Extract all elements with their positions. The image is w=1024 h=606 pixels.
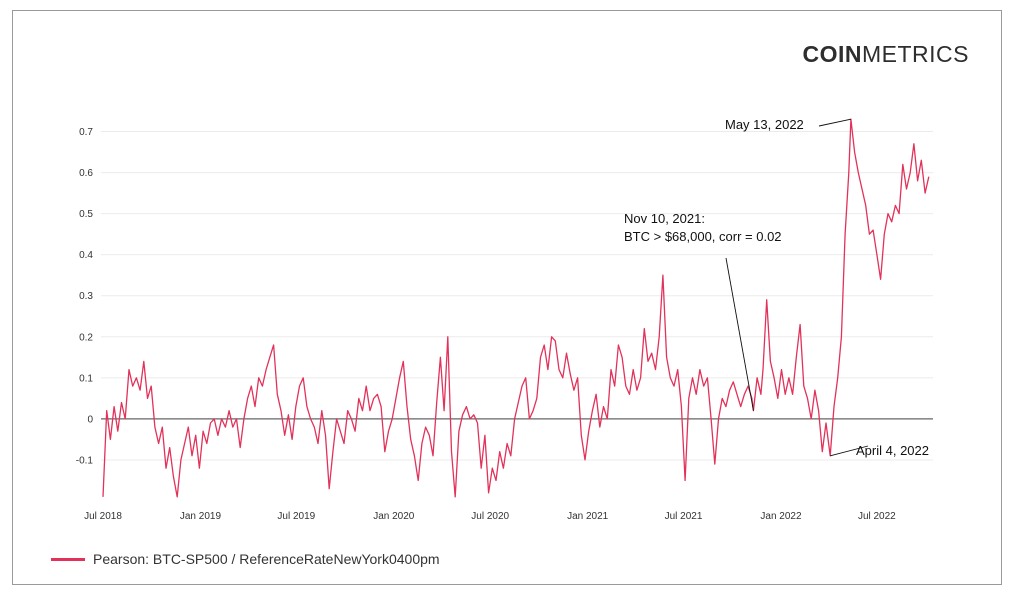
y-tick-label: 0.2 [79, 332, 93, 343]
logo-metrics-text: METRICS [862, 41, 969, 67]
series-layer [102, 118, 930, 498]
x-tick-label: Jul 2018 [84, 511, 122, 522]
x-tick-label: Jan 2021 [567, 511, 609, 522]
x-tick-label: Jul 2021 [665, 511, 703, 522]
y-tick-label: -0.1 [76, 455, 94, 466]
line-chart: -0.1 0 0.1 0.2 0.3 0.4 0.5 0.6 0.7 Jul 2018 Jan 2… [76, 117, 933, 522]
logo-coin-text: COIN [802, 41, 862, 67]
annotation-text: April 4, 2022 [856, 443, 929, 458]
annotation-text: May 13, 2022 [725, 117, 804, 132]
x-tick-label: Jul 2020 [471, 511, 509, 522]
y-tick-label: 0.6 [79, 168, 93, 179]
x-tick-label: Jul 2022 [858, 511, 896, 522]
x-tick-label: Jan 2019 [180, 511, 222, 522]
annotation-leader [830, 445, 869, 457]
x-tick-label: Jan 2020 [373, 511, 415, 522]
series-line[interactable] [102, 118, 930, 498]
annotation: Nov 10, 2021: BTC > $68,000, corr = 0.02 [624, 211, 782, 411]
annotation-text: Nov 10, 2021: [624, 211, 705, 226]
y-tick-label: 0.4 [79, 250, 93, 261]
x-tick-label: Jan 2022 [760, 511, 802, 522]
annotations: May 13, 2022 Nov 10, 2021: BTC > $68,000, … [624, 117, 929, 458]
legend-label: Pearson: BTC-SP500 / ReferenceRateNewYor… [93, 551, 440, 567]
y-tick-label: 0.3 [79, 291, 93, 302]
annotation: April 4, 2022 [830, 443, 929, 458]
y-tick-label: 0.1 [79, 373, 93, 384]
legend[interactable]: Pearson: BTC-SP500 / ReferenceRateNewYor… [51, 551, 440, 567]
legend-swatch [51, 557, 85, 561]
y-tick-label: 0.5 [79, 209, 93, 220]
coinmetrics-logo: COINMETRICS [803, 41, 970, 68]
annotation: May 13, 2022 [725, 117, 851, 132]
x-tick-label: Jul 2019 [277, 511, 315, 522]
x-axis-ticks: Jul 2018 Jan 2019 Jul 2019 Jan 2020 Jul 2020… [84, 511, 896, 522]
annotation-text: BTC > $68,000, corr = 0.02 [624, 229, 782, 244]
annotation-leader [725, 257, 754, 411]
gridlines [101, 131, 933, 461]
y-tick-label: 0.7 [79, 127, 93, 138]
chart-panel: COINMETRICS -0.1 0 0.1 0.2 0.3 0.4 0.5 0.6 0.7 J… [12, 10, 1002, 585]
y-tick-label: 0 [87, 414, 93, 425]
annotation-leader [818, 118, 851, 127]
y-axis-ticks: -0.1 0 0.1 0.2 0.3 0.4 0.5 0.6 0.7 [76, 127, 94, 466]
